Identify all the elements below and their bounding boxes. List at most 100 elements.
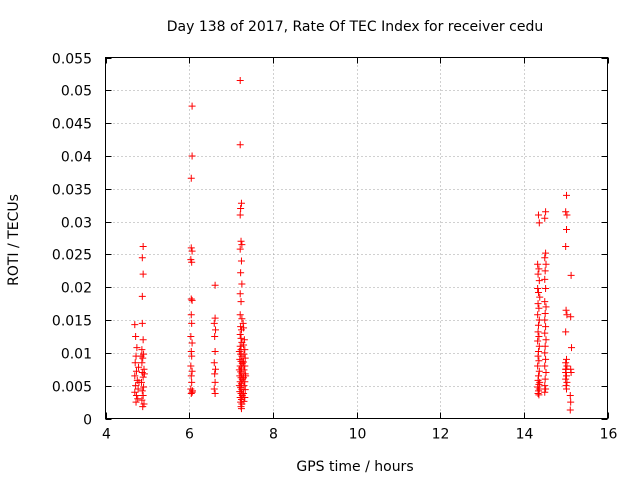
data-point [187, 295, 195, 303]
data-point [534, 260, 542, 268]
data-point [138, 359, 146, 367]
data-point [241, 354, 249, 362]
data-point [188, 247, 196, 255]
data-point [132, 398, 140, 406]
data-point [567, 369, 575, 377]
data-point [237, 334, 245, 342]
data-point [212, 326, 220, 334]
y-tick-label: 0.01 [61, 347, 92, 363]
data-point [189, 387, 197, 395]
data-points [131, 76, 576, 414]
data-point [562, 243, 570, 251]
data-point [138, 292, 146, 300]
data-point [535, 342, 543, 350]
data-point [237, 269, 245, 277]
data-point [132, 392, 140, 400]
data-point [132, 367, 140, 375]
data-point [535, 265, 543, 273]
data-point [534, 352, 542, 360]
data-point [563, 225, 571, 233]
data-point [562, 328, 570, 336]
x-tick-label: 6 [185, 427, 194, 443]
data-point [188, 319, 196, 327]
data-point [237, 199, 245, 207]
data-point [541, 214, 549, 222]
data-point [542, 323, 550, 331]
data-point [187, 332, 195, 340]
data-point [135, 363, 143, 371]
data-point [541, 298, 549, 306]
data-point [133, 344, 141, 352]
data-point [187, 174, 195, 182]
plot-frame [105, 57, 608, 419]
data-point [140, 383, 148, 391]
y-axis-label: ROTI / TECUs [6, 194, 22, 286]
data-point [187, 362, 195, 370]
data-point [242, 372, 250, 380]
data-point [541, 382, 549, 390]
y-tick-labels: 0 0.005 0.01 0.015 0.02 0.025 0.03 0.035 0.04 0.0… [52, 52, 92, 429]
data-point [131, 321, 139, 329]
data-point [541, 316, 549, 324]
data-point [534, 328, 542, 336]
x-tick-label: 14 [516, 427, 534, 443]
data-point [535, 332, 543, 340]
data-point [542, 369, 550, 377]
data-point [188, 296, 196, 304]
data-point [241, 386, 249, 394]
data-point [542, 385, 550, 393]
axis-ticks [105, 57, 609, 420]
data-point [542, 208, 550, 216]
data-point [241, 393, 249, 401]
data-point [568, 344, 576, 352]
y-tick-label: 0 [83, 413, 92, 429]
data-point [542, 260, 550, 268]
data-point [236, 311, 244, 319]
data-point [563, 191, 571, 199]
data-point [566, 406, 574, 414]
data-point [241, 346, 249, 354]
data-point [138, 254, 146, 262]
y-tick-label: 0.05 [61, 84, 92, 100]
data-point [240, 350, 248, 358]
data-point [541, 362, 549, 370]
y-tick-label: 0.03 [61, 216, 92, 232]
data-point [542, 336, 550, 344]
data-point [188, 367, 196, 375]
data-point [567, 313, 575, 321]
y-tick-label: 0.005 [52, 380, 92, 396]
data-point [542, 303, 550, 311]
data-point [535, 219, 543, 227]
data-point [563, 385, 571, 393]
data-point [240, 397, 248, 405]
x-tick-label: 10 [349, 427, 367, 443]
data-point [240, 336, 248, 344]
data-point [541, 254, 549, 262]
data-point [238, 315, 246, 323]
data-point [536, 293, 544, 301]
data-point [131, 388, 139, 396]
data-point [534, 270, 542, 278]
data-point [541, 267, 549, 275]
data-point [187, 372, 195, 380]
data-point [212, 365, 220, 373]
data-point [567, 271, 575, 279]
y-tick-label: 0.025 [52, 248, 92, 264]
data-point [137, 352, 145, 360]
data-point [240, 390, 248, 398]
data-point [541, 375, 549, 383]
data-point [535, 277, 543, 285]
data-point [237, 237, 245, 245]
data-point [187, 244, 195, 252]
data-point [563, 311, 571, 319]
data-point [541, 342, 549, 350]
data-point [534, 390, 542, 398]
data-point [211, 332, 219, 340]
data-point [536, 378, 544, 386]
data-point [211, 314, 219, 322]
data-point [211, 378, 219, 386]
data-point [535, 367, 543, 375]
data-point [211, 348, 219, 356]
data-point [541, 329, 549, 337]
data-point [541, 388, 549, 396]
